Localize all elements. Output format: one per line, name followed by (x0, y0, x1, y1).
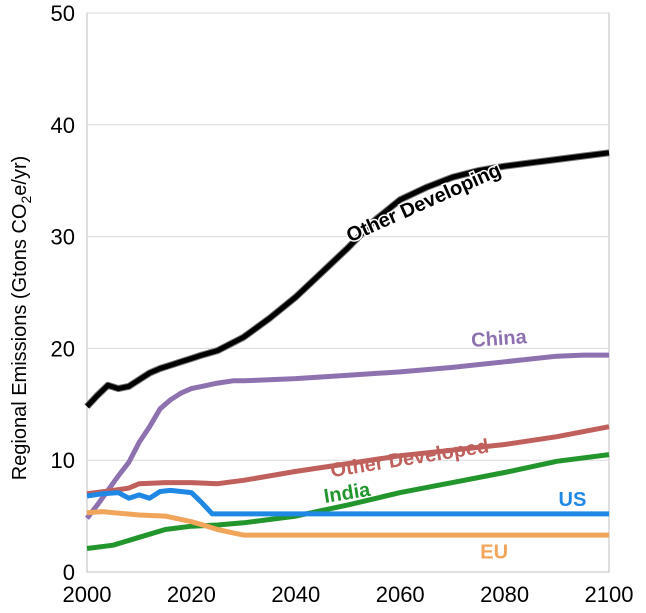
y-tick-label: 10 (51, 448, 75, 473)
series-lines (84, 149, 610, 551)
y-axis-title-tail: e/yr) (9, 156, 31, 196)
series-line-india (86, 452, 610, 551)
y-axis-title: Regional Emissions (Gtons CO2e/yr) (9, 156, 34, 481)
series-label-other-developing: Other Developing (343, 159, 504, 247)
x-tick-label: 2040 (271, 582, 320, 607)
x-tick-label: 2080 (480, 582, 529, 607)
x-tick-label: 2000 (63, 582, 112, 607)
y-tick-label: 40 (51, 113, 75, 138)
y-tick-label: 0 (63, 560, 75, 585)
gridlines (87, 12, 609, 461)
x-tick-label: 2060 (376, 582, 425, 607)
series-label-us: US (559, 489, 587, 511)
series-line-other-developing (85, 150, 610, 409)
x-tick-label: 2100 (585, 582, 634, 607)
series-label-china: China (470, 326, 528, 352)
y-tick-label: 50 (51, 1, 75, 26)
y-axis-title-subscript: 2 (18, 196, 34, 204)
x-tick-label: 2020 (167, 582, 216, 607)
series-label-other-developed: Other Developed (329, 435, 491, 482)
series-line-us (86, 487, 609, 517)
y-tick-label: 30 (51, 225, 75, 250)
series-line-other-developed (86, 424, 610, 497)
series-label-eu: EU (480, 542, 508, 564)
series-line-eu (86, 509, 609, 538)
series-line-china (85, 352, 609, 520)
y-axis-title-main: Regional Emissions (Gtons CO (9, 204, 31, 481)
y-tick-label: 20 (51, 336, 75, 361)
series-label-india: India (322, 479, 372, 508)
tick-labels: 0 10 20 30 40 50 2000 2020 2040 2060 2080 2100 (51, 1, 634, 607)
